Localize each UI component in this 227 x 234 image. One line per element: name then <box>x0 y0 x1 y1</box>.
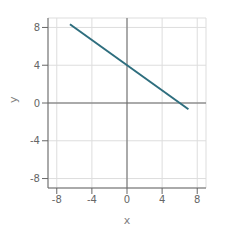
svg-text:8: 8 <box>34 22 40 33</box>
svg-text:4: 4 <box>159 194 165 205</box>
svg-text:y: y <box>8 96 20 103</box>
svg-text:0: 0 <box>34 98 40 109</box>
svg-text:x: x <box>124 214 131 224</box>
svg-text:0: 0 <box>124 194 130 205</box>
svg-text:8: 8 <box>194 194 200 205</box>
svg-text:-4: -4 <box>87 194 97 205</box>
svg-text:4: 4 <box>34 60 40 71</box>
svg-text:-8: -8 <box>30 173 40 184</box>
svg-text:-8: -8 <box>52 194 62 205</box>
svg-text:-4: -4 <box>30 135 40 146</box>
